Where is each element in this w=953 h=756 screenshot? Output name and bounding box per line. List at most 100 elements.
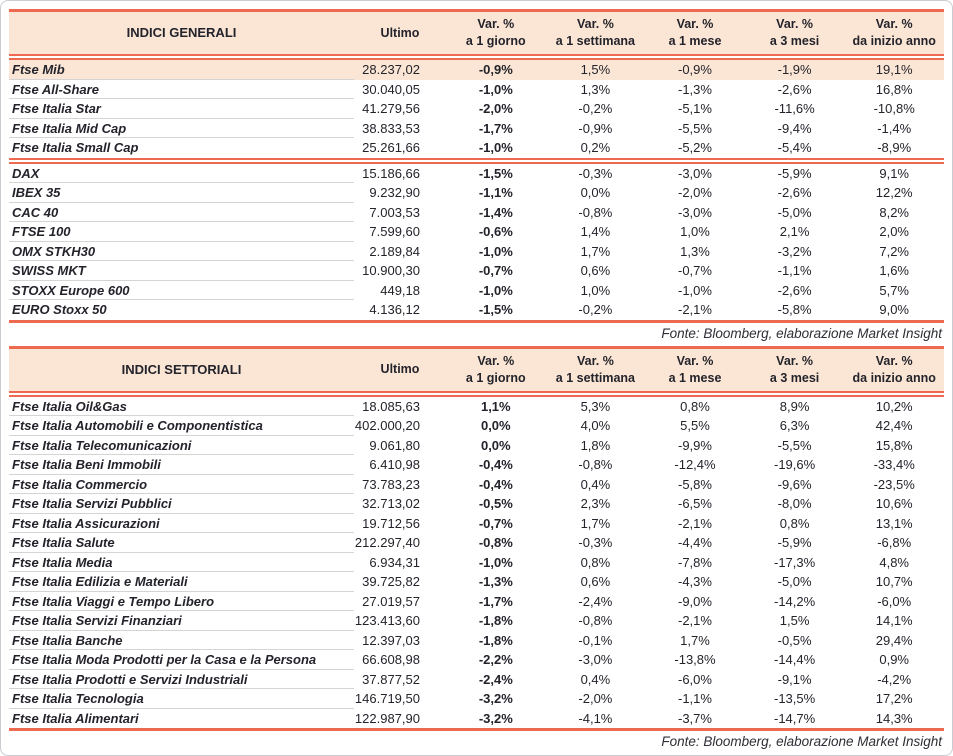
variation-cell: 29,4% [875, 632, 913, 648]
variation-cell: 1,3% [680, 243, 710, 259]
variation-cell: 0,0% [480, 437, 511, 453]
variation-cell: -0,4% [478, 457, 513, 472]
index-name: Ftse Italia Banche [9, 631, 354, 650]
variation-cell: -5,4% [777, 140, 812, 155]
variation-cell: -0,3% [578, 535, 613, 550]
variation-cell: 1,0% [680, 224, 710, 239]
index-name: Ftse Italia Salute [9, 533, 354, 553]
variation-cell: -0,1% [578, 632, 613, 648]
variation-cell: -13,5% [773, 691, 816, 706]
variation-cell: 0,4% [580, 671, 611, 687]
variation-cell: -11,6% [774, 101, 815, 116]
variation-cell: -0,4% [478, 476, 513, 492]
column-header-line1: Var. % [676, 17, 714, 31]
variation-cell: -1,0% [478, 140, 513, 155]
table-row: SWISS MKT 10.900,30 -0,7% 0,6% -0,7% -1,1% 1,6… [9, 261, 944, 281]
table-row: Ftse Italia Salute 212.297,40 -0,8% -0,3% -4… [9, 533, 944, 553]
table-row: Ftse Italia Servizi Finanziari 123.413,60… [9, 611, 944, 631]
header-double-rule [9, 54, 944, 60]
column-header-line2: a 3 mesi [769, 370, 820, 385]
table-title: INDICI GENERALI [126, 25, 237, 40]
variation-cell: 10,6% [875, 496, 913, 511]
last-price-cell: 73.783,23 [362, 476, 420, 492]
variation-cell: 15,8% [875, 437, 913, 453]
table-row: Ftse Italia Small Cap 25.261,66 -1,0% 0,2% -… [9, 138, 944, 158]
table-row: Ftse Italia Media 6.934,31 -1,0% 0,8% -7,8% -… [9, 553, 944, 572]
index-name: EURO Stoxx 50 [12, 302, 107, 317]
variation-cell: 1,3% [580, 81, 611, 97]
variation-cell: -2,6% [777, 81, 812, 97]
variation-cell: -0,8% [578, 204, 613, 220]
table-row: IBEX 35 9.232,90 -1,1% 0,0% -2,0% -2,6% 12,2% [9, 183, 944, 203]
variation-cell: -17,3% [773, 554, 816, 570]
variation-cell: -0,2% [578, 101, 613, 116]
variation-cell: -0,7% [478, 263, 513, 278]
last-price-cell: 6.410,98 [369, 457, 420, 472]
variation-cell: -2,0% [578, 691, 613, 706]
table-row: EURO Stoxx 50 4.136,12 -1,5% -0,2% -2,1% -5,8… [9, 300, 944, 320]
variation-cell: -4,2% [877, 671, 912, 687]
last-price-cell: 66.608,98 [362, 652, 420, 667]
variation-cell: -10,8% [873, 101, 915, 116]
variation-cell: -23,5% [873, 476, 915, 492]
variation-cell: 5,5% [680, 418, 710, 433]
variation-cell: -1,4% [877, 120, 912, 136]
last-price-cell: 41.279,56 [362, 101, 420, 116]
variation-cell: 0,2% [580, 140, 611, 155]
variation-cell: 12,2% [875, 185, 913, 200]
last-price-cell: 12.397,03 [362, 632, 420, 648]
variation-cell: 10,7% [875, 574, 913, 589]
variation-cell: 9,1% [879, 165, 909, 181]
variation-cell: 0,8% [779, 515, 810, 531]
column-header-line1: Var. % [576, 353, 614, 368]
index-name: Ftse Italia Viaggi e Tempo Libero [9, 592, 354, 611]
variation-cell: -33,4% [873, 457, 915, 472]
table-row: Ftse Italia Prodotti e Servizi Industria… [9, 670, 944, 689]
last-price-cell: 2.189,84 [369, 243, 420, 259]
table-header-row: INDICI GENERALI Ultimo Var. % a 1 giorno Var… [9, 12, 944, 54]
group-double-rule [9, 157, 944, 164]
table-row: Ftse Italia Telecomunicazioni 9.061,80 0,0… [9, 436, 944, 455]
variation-cell: -3,0% [678, 165, 712, 181]
last-price-cell: 37.877,52 [362, 671, 420, 687]
variation-cell: -5,8% [678, 476, 712, 492]
variation-cell: -6,0% [877, 593, 912, 609]
table-row: Ftse Italia Servizi Pubblici 32.713,02 -0,… [9, 494, 944, 514]
variation-cell: -5,5% [678, 120, 712, 136]
variation-cell: 42,4% [875, 418, 913, 433]
variation-cell: -0,5% [777, 632, 812, 648]
column-header-line1: Var. % [477, 17, 515, 31]
index-name: Ftse Mib [9, 60, 354, 80]
variation-cell: 0,9% [879, 652, 909, 667]
variation-cell: 19,1% [875, 62, 913, 77]
variation-cell: 1,7% [680, 632, 710, 648]
variation-cell: -2,6% [777, 185, 812, 200]
variation-cell: -0,5% [478, 496, 513, 511]
variation-cell: -0,9% [478, 62, 513, 77]
variation-cell: -19,6% [773, 457, 816, 472]
last-price-cell: 19.712,56 [362, 515, 420, 531]
variation-cell: -2,0% [678, 185, 712, 200]
index-group: Ftse Mib 28.237,02 -0,9% 1,5% -0,9% -1,9% 19,1… [9, 60, 944, 158]
column-header-line1: Var. % [875, 17, 913, 31]
column-header-line1: Var. % [875, 353, 913, 368]
last-price-cell: 449,18 [380, 282, 420, 298]
variation-cell: 2,1% [779, 224, 810, 239]
variation-cell: 2,0% [879, 224, 909, 239]
table-row: Ftse Italia Automobili e Componentistica… [9, 416, 944, 436]
variation-cell: -9,1% [777, 671, 812, 687]
column-header-line1: Ultimo [380, 362, 420, 376]
index-name: Ftse Italia Beni Immobili [9, 455, 354, 475]
index-name: Ftse Italia Small Cap [12, 140, 139, 155]
index-name: Ftse Italia Servizi Pubblici [9, 494, 354, 514]
column-header: Var. % a 1 giorno [446, 349, 546, 391]
table-bottom-rule [9, 728, 944, 731]
table-indici-generali: INDICI GENERALI Ultimo Var. % a 1 giorno Var… [9, 9, 944, 323]
column-header-line2: a 3 mesi [769, 34, 820, 48]
column-header: Var. % a 1 mese [645, 349, 745, 391]
variation-cell: -2,1% [678, 613, 712, 628]
variation-cell: -7,8% [678, 554, 712, 570]
variation-cell: -5,9% [777, 165, 812, 181]
variation-cell: -6,0% [678, 671, 712, 687]
variation-cell: -4,1% [578, 710, 613, 726]
